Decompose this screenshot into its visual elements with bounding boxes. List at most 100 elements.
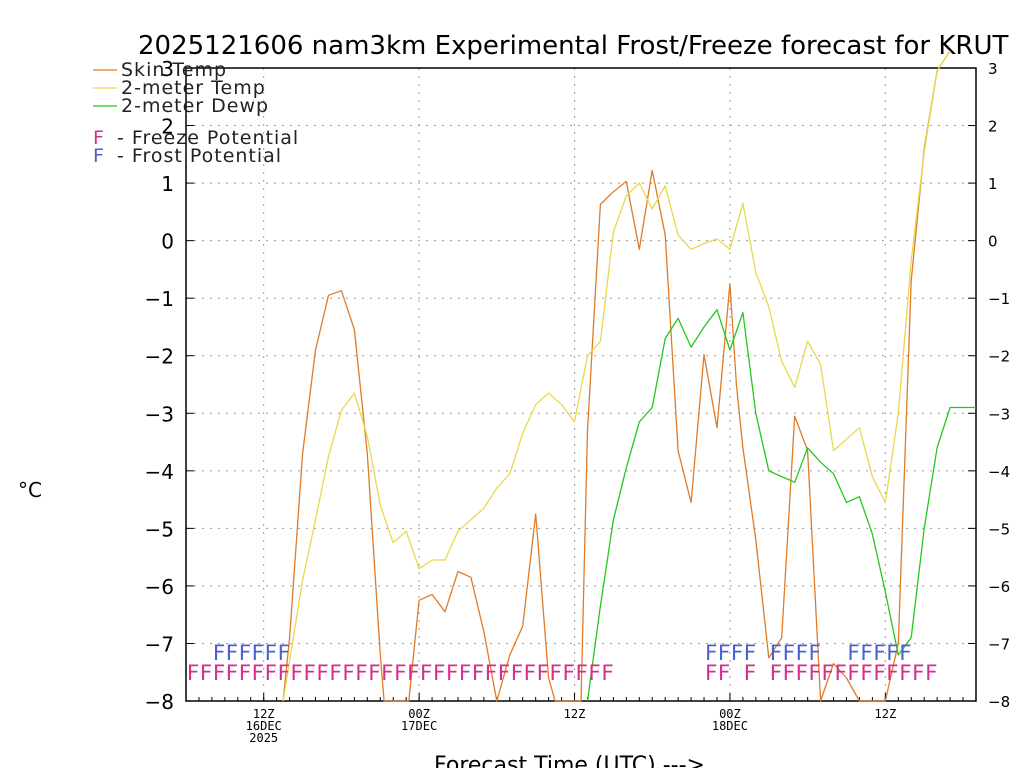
x-tick-label: 18DEC: [712, 719, 748, 733]
y-tick-label-left: −4: [145, 460, 174, 484]
y-tick-label-right: −3: [988, 405, 1010, 423]
freeze-potential-mark: F: [264, 661, 277, 685]
freeze-potential-mark: F: [316, 661, 329, 685]
y-axis-label: °C: [18, 478, 42, 502]
freeze-potential-mark: F: [355, 661, 368, 685]
freeze-potential-mark: F: [886, 661, 899, 685]
freeze-potential-mark: F: [251, 661, 264, 685]
legend-potential-mark: F: [93, 127, 105, 149]
y-tick-label-right: −2: [988, 348, 1010, 366]
frost-potential-mark: F: [847, 641, 860, 665]
plot-border: [185, 67, 977, 702]
y-tick-label-left: 0: [161, 230, 174, 254]
y-tick-label-right: 3: [988, 60, 998, 78]
x-tick-label: 16DEC: [246, 719, 282, 733]
2-meter-dewp-line: [586, 309, 976, 702]
frost-potential-mark: F: [226, 641, 239, 665]
y-tick-label-left: −3: [145, 402, 174, 426]
freeze-potential-mark: F: [782, 661, 795, 685]
y-tick-label-left: 3: [161, 57, 174, 81]
freeze-potential-mark: F: [200, 661, 213, 685]
freeze-potential-mark: F: [744, 661, 757, 685]
frost-potential-mark: F: [795, 641, 808, 665]
freeze-potential-mark: F: [718, 661, 731, 685]
freeze-potential-mark: F: [860, 661, 873, 685]
y-tick-label-left: −8: [145, 690, 174, 714]
chart-title: 2025121606 nam3km Experimental Frost/Fre…: [138, 31, 1008, 61]
freeze-potential-mark: F: [510, 661, 523, 685]
y-tick-label-left: 2: [161, 115, 174, 139]
frost-potential-mark: F: [886, 641, 899, 665]
2-meter-temp-line: [282, 50, 951, 702]
plot-frame: [185, 67, 977, 702]
freeze-potential-mark: F: [912, 661, 925, 685]
freeze-potential-mark: F: [394, 661, 407, 685]
y-tick-label-left: −2: [145, 345, 174, 369]
legend-potential-mark: F: [93, 145, 105, 167]
frost-potential-mark: F: [744, 641, 757, 665]
y-tick-labels: −8 −8 −7 −7 −6 −6 −5 −5 −4 −4 −3 −3 −2 −2 −1 −1 0 0 1 1 2 2 3 3: [145, 57, 1011, 714]
freeze-potential-mark: F: [705, 661, 718, 685]
freeze-potential-mark: F: [575, 661, 588, 685]
x-axis-label: Forecast Time (UTC) --->: [434, 753, 705, 768]
freeze-potential-mark: F: [238, 661, 251, 685]
y-tick-label-left: −7: [145, 632, 174, 656]
freeze-potential-mark: F: [329, 661, 342, 685]
legend-potential-label: - Frost Potential: [117, 145, 282, 167]
freeze-potential-mark: F: [472, 661, 485, 685]
frost-potential-mark: F: [213, 641, 226, 665]
frost-potential-mark: F: [899, 641, 912, 665]
y-tick-label-left: −5: [145, 517, 174, 541]
freeze-potential-mark: F: [433, 661, 446, 685]
freeze-potential-mark: F: [549, 661, 562, 685]
frost-potential-mark: F: [782, 641, 795, 665]
frost-potential-mark: F: [718, 641, 731, 665]
frost-potential-mark: F: [808, 641, 821, 665]
y-tick-label-right: −8: [988, 693, 1010, 711]
frost-potential-mark: F: [873, 641, 886, 665]
freeze-potential-mark: F: [303, 661, 316, 685]
y-tick-label-left: 1: [161, 172, 174, 196]
freeze-potential-mark: F: [485, 661, 498, 685]
x-tick-label: 00Z: [408, 707, 430, 721]
x-tick-label: 12Z: [564, 707, 586, 721]
y-tick-label-right: 1: [988, 175, 998, 193]
freeze-potential-mark: F: [601, 661, 614, 685]
y-tick-label-left: −1: [145, 287, 174, 311]
freeze-potential-mark: F: [446, 661, 459, 685]
legend-label: 2-meter Temp: [121, 77, 266, 99]
freeze-potential-mark: F: [536, 661, 549, 685]
freeze-potential-mark: F: [873, 661, 886, 685]
freeze-potential-mark: F: [368, 661, 381, 685]
freeze-potential-mark: F: [497, 661, 510, 685]
frost-potential-mark: F: [251, 641, 264, 665]
y-tick-label-right: 2: [988, 118, 998, 136]
freeze-potential-mark: F: [899, 661, 912, 685]
y-tick-label-right: −4: [988, 463, 1010, 481]
freeze-potential-mark: F: [808, 661, 821, 685]
freeze-potential-mark: F: [562, 661, 575, 685]
x-tick-label: 2025: [249, 731, 278, 745]
y-tick-label-right: −7: [988, 635, 1010, 653]
freeze-potential-mark: F: [795, 661, 808, 685]
freeze-potential-mark: F: [847, 661, 860, 685]
x-tick-label: 00Z: [719, 707, 741, 721]
freeze-potential-mark: F: [277, 661, 290, 685]
y-tick-label-right: −5: [988, 520, 1010, 538]
grid-lines: [186, 68, 976, 701]
potential-markers: F F F F F F F F F F F F F F F F F F FF F F F F F F F F F F F F F F F F F F F F…: [187, 641, 938, 685]
y-tick-label-right: −1: [988, 290, 1010, 308]
freeze-potential-mark: F: [213, 661, 226, 685]
frost-potential-mark: F: [860, 641, 873, 665]
frost-potential-mark: F: [769, 641, 782, 665]
legend-label: 2-meter Dewp: [121, 95, 269, 117]
x-tick-label: 12Z: [253, 707, 275, 721]
freeze-potential-mark: F: [407, 661, 420, 685]
freeze-potential-mark: F: [226, 661, 239, 685]
y-tick-label-right: −6: [988, 578, 1010, 596]
frost-potential-mark: F: [264, 641, 277, 665]
legend-potential-label: - Freeze Potential: [117, 127, 299, 149]
